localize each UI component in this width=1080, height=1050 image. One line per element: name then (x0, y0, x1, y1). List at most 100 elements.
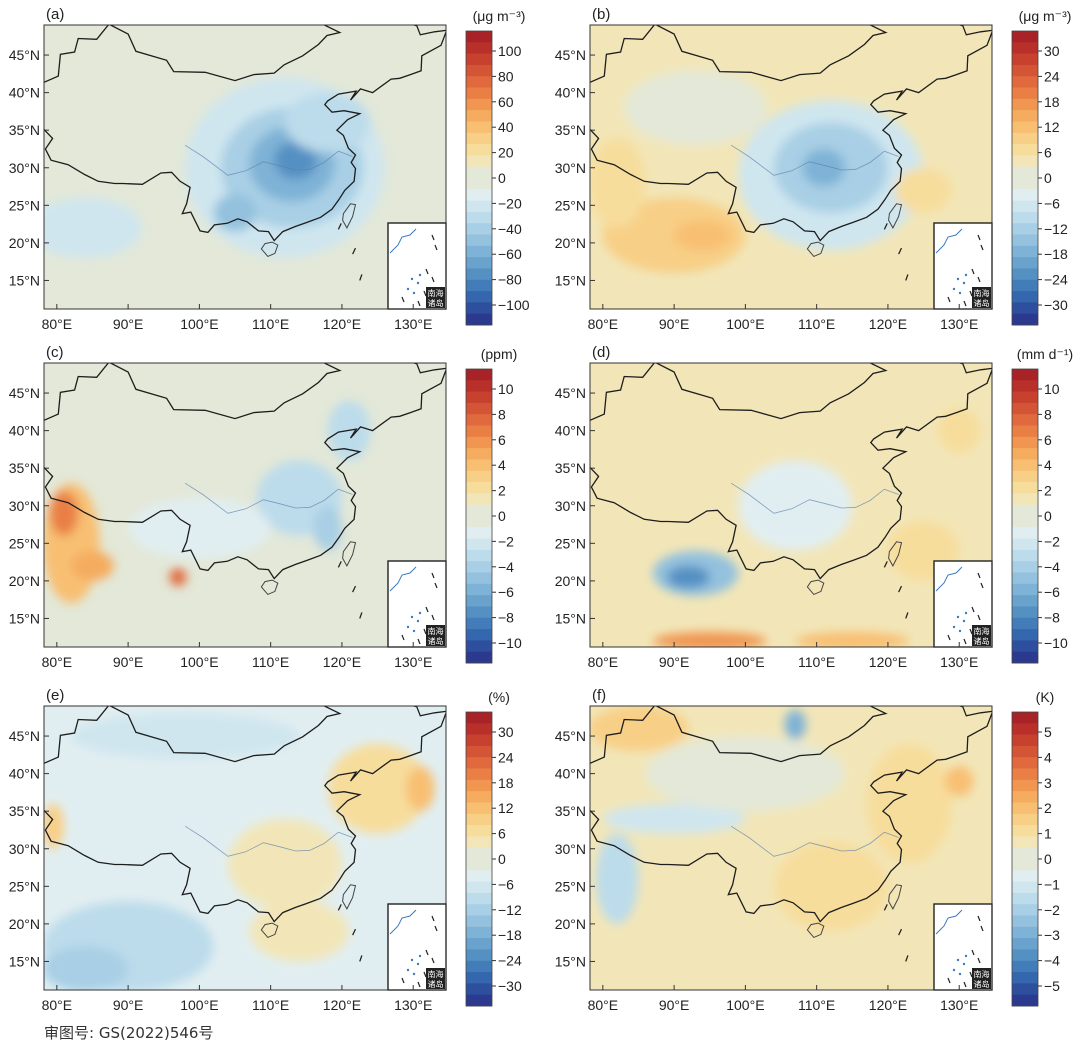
colorbar-segment (466, 132, 492, 145)
colorbar-segment (466, 870, 492, 883)
anomaly-field-f (590, 706, 992, 990)
colorbar-tick-label: −8 (498, 610, 514, 626)
colorbar-segment (466, 791, 492, 803)
colorbar-segment (466, 144, 492, 156)
lat-tick-label: 15°N (555, 953, 586, 969)
colorbar-segment (466, 549, 492, 562)
colorbar-tick-label: −24 (498, 953, 522, 969)
anomaly-patch (784, 709, 806, 740)
anomaly-field-c (44, 363, 446, 647)
colorbar-segment (1012, 166, 1038, 179)
colorbar-tick-label: −12 (1044, 221, 1068, 237)
lon-tick-label: 120°E (869, 997, 907, 1013)
colorbar-unit: (ppm) (481, 346, 518, 362)
nine-dash-line-segment (883, 561, 888, 568)
panel-label: (c) (46, 344, 64, 361)
colorbar-a: 100 80 60 40 20 0 −20 −40 −60 −80 −100 (μg m⁻³) (465, 8, 530, 326)
colorbar-tick-label: 0 (1044, 170, 1052, 186)
nine-dash-line-segment (905, 955, 909, 962)
colorbar-segment (466, 949, 492, 962)
colorbar-segment (1012, 31, 1038, 43)
colorbar-tick-label: 0 (1044, 851, 1052, 867)
anomaly-patch (652, 631, 767, 647)
colorbar-tick-label: −4 (498, 559, 514, 575)
colorbar-segment (1012, 313, 1038, 326)
colorbar-segment (1012, 53, 1038, 66)
colorbar-segment (466, 825, 492, 837)
colorbar-segment (1012, 64, 1038, 77)
inset-label-box (426, 625, 445, 646)
colorbar-tick-label: −2 (1044, 533, 1060, 549)
lon-tick-label: 100°E (726, 316, 764, 332)
colorbar-b: 30 24 18 12 6 0 −6 −12 −18 −24 −30 (μg m⁻³) (1011, 8, 1071, 326)
colorbar-segment (466, 436, 492, 449)
colorbar-tick-label: −4 (1044, 953, 1060, 969)
colorbar-tick-label: −6 (498, 876, 514, 892)
inset-label-box (426, 968, 445, 989)
lon-tick-label: 120°E (869, 316, 907, 332)
colorbar-segment (1012, 257, 1038, 269)
lat-tick-label: 45°N (555, 47, 586, 63)
colorbar-segment (1012, 155, 1038, 168)
colorbar-segment (466, 98, 492, 111)
colorbar-segment (1012, 279, 1038, 292)
colorbar-d: 10 8 6 4 2 0 −2 −4 −6 −8 −10 (mm d⁻¹) (1011, 346, 1073, 664)
colorbar-segment (466, 76, 492, 88)
lat-tick-label: 25°N (9, 197, 40, 213)
colorbar-segment (1012, 302, 1038, 315)
nine-dash-line-segment (337, 904, 342, 911)
taiwan-outline (888, 884, 903, 910)
colorbar-tick-label: 20 (498, 145, 514, 161)
colorbar-segment (1012, 595, 1038, 607)
colorbar-segment (1012, 779, 1038, 792)
colorbar-segment (1012, 791, 1038, 803)
colorbar-segment (466, 268, 492, 281)
colorbar-segment (466, 42, 492, 55)
anomaly-patch (773, 841, 888, 932)
nine-dash-line-segment (898, 928, 903, 936)
panel-label: (e) (46, 687, 64, 704)
colorbar-tick-label: −6 (498, 584, 514, 600)
colorbar-f: 5 4 3 2 1 0 −1 −2 −3 −4 −5 (K) (1011, 689, 1060, 1007)
nine-dash-line-segment (359, 274, 363, 281)
colorbar-tick-label: 8 (498, 406, 506, 422)
lon-tick-label: 130°E (394, 997, 432, 1013)
colorbar-segment (466, 757, 492, 769)
anomaly-patch (944, 766, 974, 797)
lat-tick-label: 40°N (9, 766, 40, 782)
lon-tick-label: 130°E (394, 316, 432, 332)
colorbar-tick-label: −60 (498, 246, 522, 262)
colorbar-tick-label: −5 (1044, 978, 1060, 994)
colorbar-segment (466, 448, 492, 460)
panel-frame (43, 24, 447, 310)
colorbar-segment (466, 211, 492, 224)
nine-dash-line-segment (337, 561, 342, 568)
inset-label: 南海 (428, 288, 444, 298)
colorbar-segment (1012, 617, 1038, 630)
colorbar-tick-label: 2 (498, 483, 506, 499)
lat-tick-label: 35°N (9, 803, 40, 819)
colorbar-tick-label: 0 (1044, 508, 1052, 524)
lat-tick-label: 20°N (555, 573, 586, 589)
colorbar-segment (1012, 960, 1038, 973)
anomaly-field-d (590, 363, 992, 647)
panel-label: (d) (592, 344, 610, 361)
colorbar-tick-label: −18 (1044, 246, 1068, 262)
lon-tick-label: 110°E (252, 654, 289, 670)
lat-tick-label: 35°N (9, 122, 40, 138)
colorbar-segment (466, 779, 492, 792)
colorbar-segment (1012, 651, 1038, 664)
colorbar-segment (1012, 482, 1038, 494)
anomaly-patch (738, 460, 853, 551)
colorbar-segment (1012, 189, 1038, 202)
colorbar-segment (466, 572, 492, 585)
colorbar-tick-label: 8 (1044, 406, 1052, 422)
colorbar-segment (1012, 915, 1038, 928)
anomaly-patch (590, 137, 646, 228)
river-line (730, 144, 899, 176)
lon-tick-label: 80°E (42, 316, 73, 332)
